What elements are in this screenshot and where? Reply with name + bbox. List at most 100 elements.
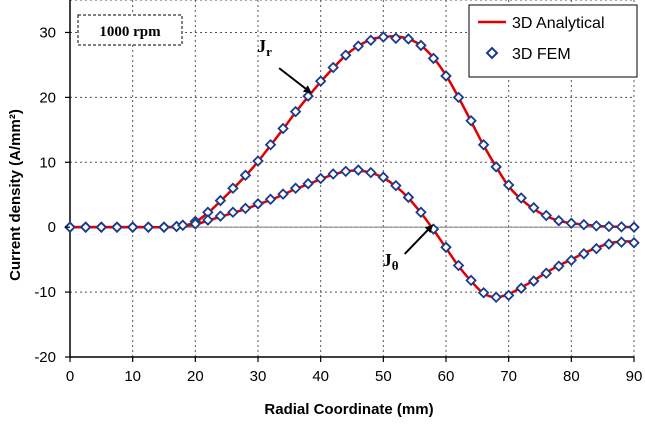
y-axis-title: Current density (A/mm²) [7,109,24,281]
x-tick-label: 90 [626,368,643,385]
fem-point-Jtheta [477,286,490,299]
fem-point-Jr [390,32,402,45]
fem-point-Jtheta [177,219,189,232]
fem-point-Jtheta [465,274,477,287]
fem-point-Jtheta [227,206,239,219]
fem-point-Jtheta [289,182,302,195]
fem-point-Jtheta [327,168,339,180]
x-tick-label: 30 [250,368,267,385]
fem-point-Jtheta [339,165,352,178]
annotation-jr: Jr [257,36,312,94]
fem-point-Jtheta [603,238,615,250]
fem-point-Jtheta [590,242,603,255]
fem-point-Jtheta [628,236,640,249]
fem-point-Jtheta [440,241,452,254]
speed-label-box: 1000 rpm [77,14,183,46]
fem-point-Jr [377,31,390,43]
x-tick-label: 0 [66,368,74,385]
fem-point-Jr [465,114,477,127]
fem-point-Jtheta [490,291,502,304]
annotation-arrow [278,67,312,94]
fem-point-Jr [227,182,239,195]
fem-point-Jtheta [214,210,227,222]
fem-point-Jr [527,201,540,214]
fem-point-Jr [352,40,365,52]
tick-labels: 0 10 20 30 40 50 60 70 80 90 -20 -10 0 10 20 30 [34,24,642,385]
fem-point-Jr [615,221,628,233]
fem-point-Jr [452,91,465,104]
x-tick-label: 40 [312,368,329,385]
fem-point-Jtheta [277,188,289,200]
y-tick-label: 30 [39,24,56,41]
fem-point-Jr [339,49,352,61]
fem-point-Jtheta [578,248,590,260]
fem-point-Jtheta [365,166,377,179]
fem-point-Jr [590,220,603,232]
x-tick-label: 60 [438,368,455,385]
fem-point-Jtheta [527,275,540,287]
annotation-label: Jr [257,36,272,59]
fem-point-Jr [239,169,252,182]
annotation-label: Jθ [383,250,399,273]
legend-diamond-swatch [485,46,499,60]
fem-point-Jr [578,218,590,231]
fem-point-Jtheta [189,218,202,230]
fem-point-Jr [440,70,452,82]
annotation-arrow [404,224,434,255]
fem-point-Jr [415,39,427,52]
fem-point-Jtheta [402,191,415,204]
fem-point-Jr [252,155,264,167]
fem-point-Jr [327,61,339,74]
fem-point-Jr [264,138,277,151]
x-tick-label: 70 [500,368,517,385]
speed-label: 1000 rpm [99,24,161,40]
fem-point-Jtheta [415,206,427,219]
series-layer [64,31,640,304]
fem-point-Jtheta [553,260,565,272]
fem-point-Jtheta [565,254,578,267]
fem-point-Jtheta [79,221,92,233]
fem-point-Jr [490,161,502,173]
fem-point-Jtheta [264,193,277,206]
fem-point-Jr [502,179,515,191]
legend-series-2: 3D FEM [512,46,571,63]
y-tick-label: 10 [39,154,56,171]
x-tick-label: 10 [124,368,141,385]
fem-point-Jtheta [111,221,123,233]
legend: 3D Analytical 3D FEM [468,4,638,78]
fem-point-Jtheta [252,198,264,210]
fem-point-Jtheta [502,289,515,302]
fem-point-Jr [628,221,640,233]
fem-point-Jtheta [377,171,390,183]
curve-annotations: Jr Jθ [257,36,434,273]
fem-point-Jtheta [302,177,314,190]
fem-point-Jtheta [239,202,252,215]
y-tick-label: -10 [34,284,56,301]
fem-point-Jtheta [158,221,170,233]
fem-point-Jr [314,75,327,87]
fem-point-Jtheta [352,164,365,176]
fem-point-Jr [302,90,314,102]
fem-point-Jr [277,122,289,135]
annotation-jtheta: Jθ [383,224,434,273]
fem-point-Jtheta [126,221,139,233]
fem-point-Jtheta [540,267,553,280]
fem-point-Jr [515,192,527,204]
fem-point-Jtheta [202,214,214,226]
fem-point-Jr [289,105,302,118]
fem-point-Jr [365,34,377,47]
fem-point-Jr [540,209,553,222]
fem-point-Jr [553,214,565,227]
x-tick-label: 50 [375,368,392,385]
x-tick-label: 20 [187,368,204,385]
fem-point-Jr [427,52,440,65]
x-tick-label: 80 [563,368,580,385]
fem-point-Jtheta [615,236,628,248]
fem-point-Jr [565,217,578,230]
fem-point-Jtheta [390,179,402,192]
y-tick-label: 20 [39,89,56,106]
legend-series-1: 3D Analytical [512,15,605,32]
y-tick-label: 0 [48,219,56,236]
